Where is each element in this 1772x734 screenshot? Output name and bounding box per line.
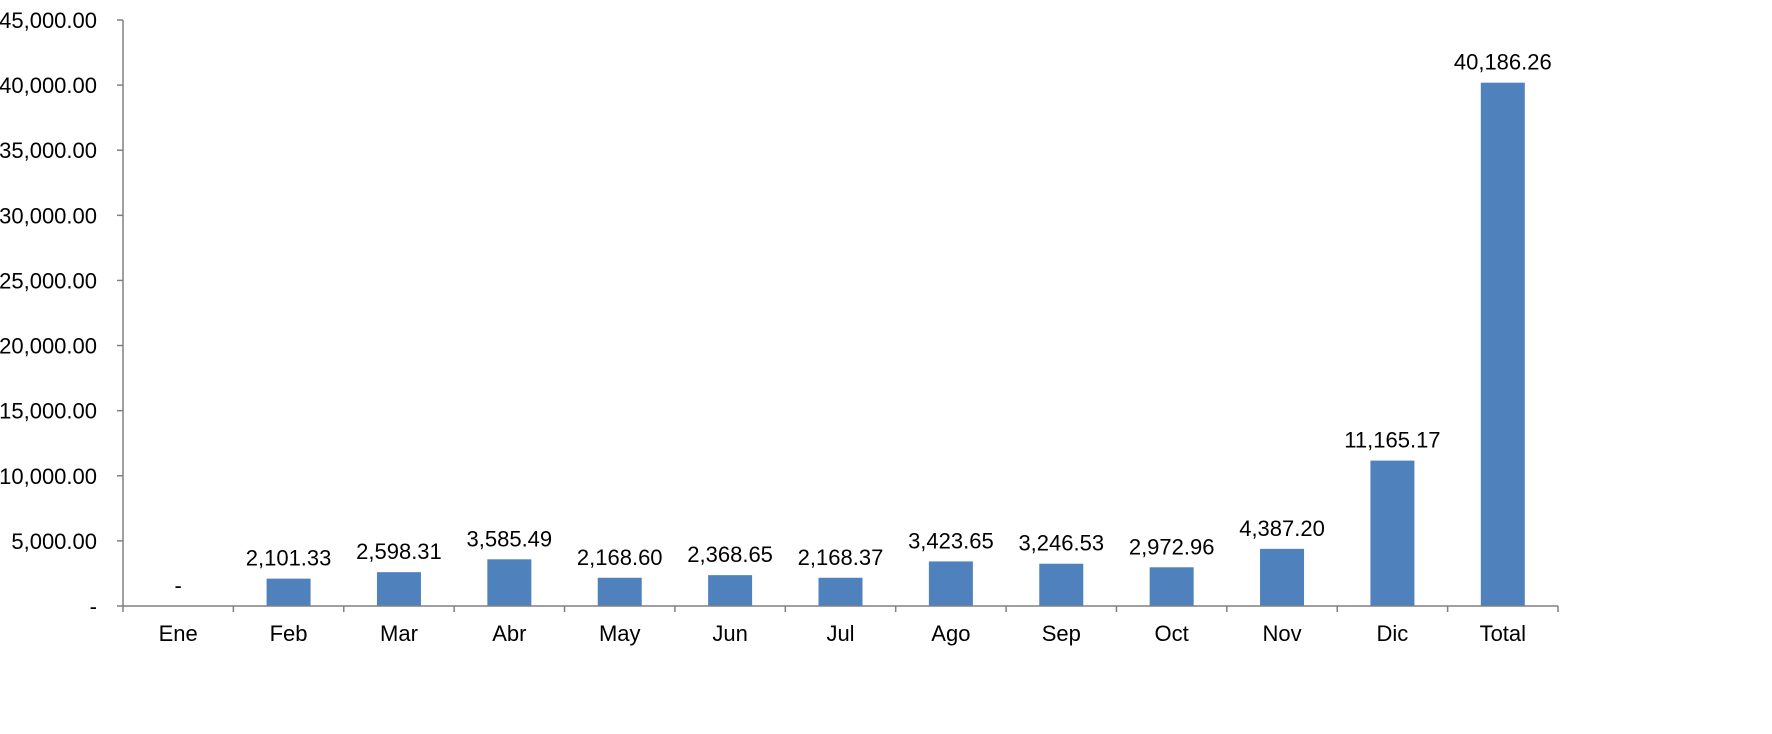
data-label: 2,368.65 [687,542,773,567]
data-label: 2,101.33 [246,546,332,571]
bar-dic [1370,460,1415,606]
bar-feb [266,578,311,606]
y-tick-label: 35,000.00 [0,138,97,163]
y-tick-label: 10,000.00 [0,464,97,489]
y-tick-label: 45,000.00 [0,8,97,33]
x-category-label: Mar [380,621,418,646]
x-category-label: Nov [1262,621,1301,646]
x-category-label: Jun [712,621,747,646]
y-tick-label: 5,000.00 [11,529,97,554]
y-tick-label: 30,000.00 [0,203,97,228]
data-label: - [175,573,182,598]
data-label: 2,598.31 [356,539,442,564]
data-labels: - 2,101.33 2,598.31 3,585.49 2,168.60 2,368.6… [175,50,1552,598]
bar-nov [1260,548,1305,606]
y-tick-label: 15,000.00 [0,399,97,424]
data-label: 3,585.49 [467,526,553,551]
data-label: 2,168.37 [798,545,884,570]
x-category-label: Jul [826,621,854,646]
bar-jul [818,577,863,606]
x-category-label: Sep [1042,621,1081,646]
x-category-label: Abr [492,621,526,646]
data-label: 11,165.17 [1344,428,1440,453]
bar-may [597,577,642,606]
bar-mar [376,572,421,606]
x-category-label: May [599,621,641,646]
y-tick-label: - [90,594,97,619]
data-label: 3,423.65 [908,528,994,553]
y-axis-ticks: - 5,000.00 10,000.00 15,000.00 20,000.00 25,0… [0,8,123,619]
data-label: 3,246.53 [1018,531,1104,556]
x-category-label: Feb [270,621,308,646]
x-category-label: Oct [1155,621,1189,646]
bar-sep [1039,563,1084,606]
x-category-label: Dic [1377,621,1409,646]
bar-jun [708,575,753,606]
y-tick-label: 25,000.00 [0,268,97,293]
bar-oct [1149,567,1194,606]
x-category-label: Ago [931,621,970,646]
bar-abr [487,559,532,606]
bar-ago [928,561,973,606]
x-category-label: Total [1480,621,1526,646]
bars [266,82,1525,606]
data-label: 40,186.26 [1454,50,1552,75]
data-label: 4,387.20 [1239,516,1325,541]
data-label: 2,972.96 [1129,534,1215,559]
x-category-label: Ene [159,621,198,646]
data-label: 2,168.60 [577,545,663,570]
bar-total [1480,82,1525,606]
x-axis-ticks: Ene Feb Mar Abr May Jun Jul Ago Sep Oct Nov Dic Tota… [122,606,1559,646]
y-tick-label: 20,000.00 [0,334,97,359]
y-tick-label: 40,000.00 [0,73,97,98]
